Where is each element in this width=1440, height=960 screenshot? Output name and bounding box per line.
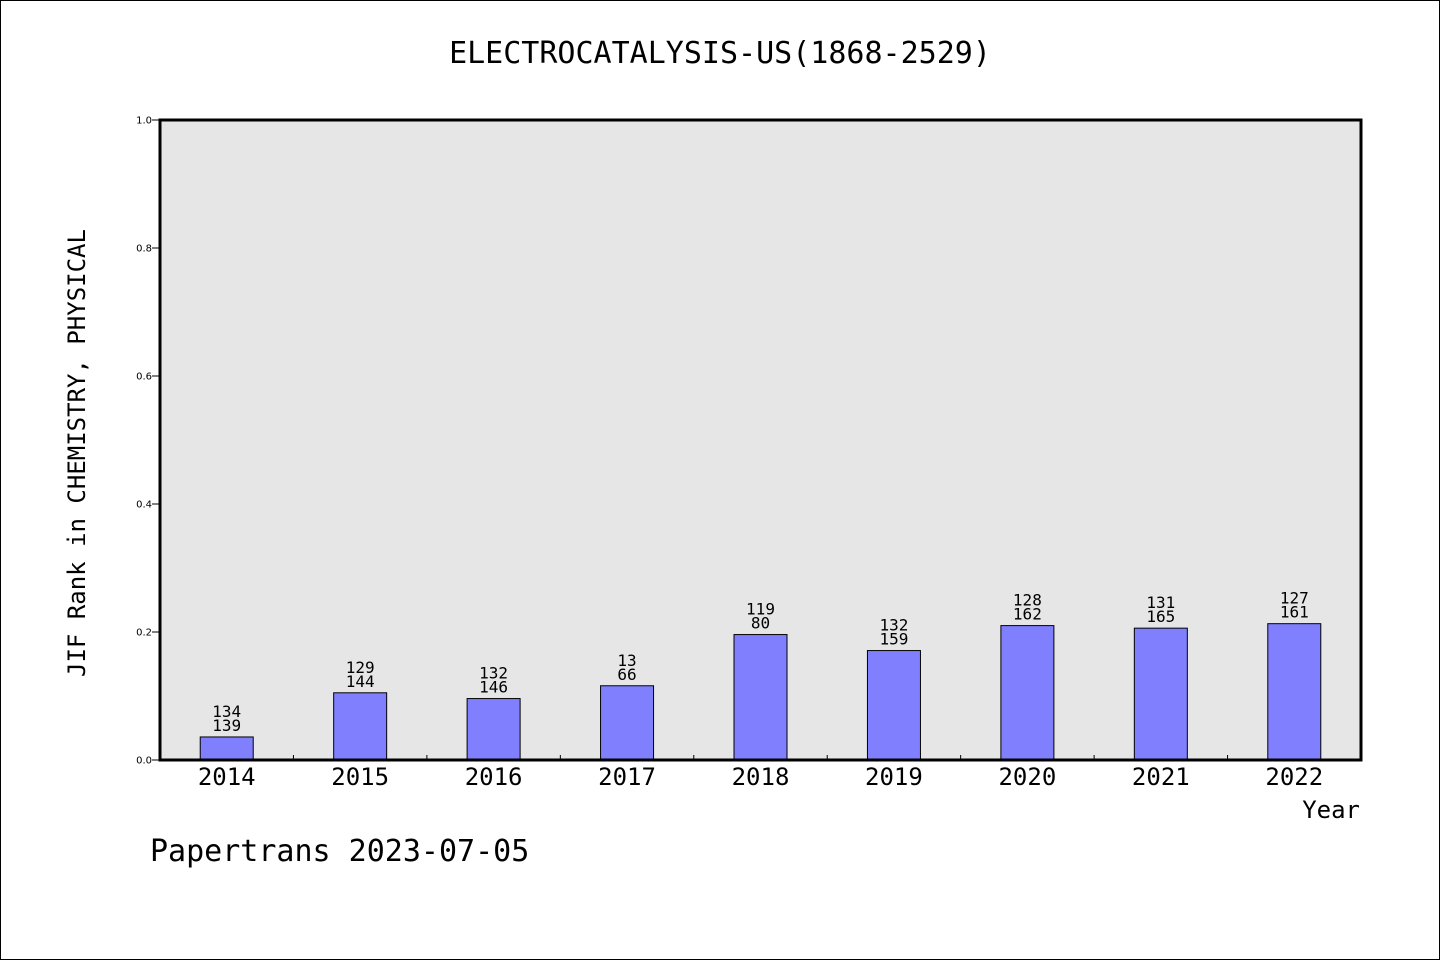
bar-2016 [466, 698, 521, 761]
bar-label-top: 132 [879, 616, 908, 635]
bar-label-top: 13 [617, 651, 636, 670]
bar-label-bottom: 162 [1013, 605, 1042, 624]
bar-2019 [866, 650, 921, 761]
x-tick-label: 2017 [598, 763, 656, 791]
y-tick-label: 1.0 [136, 116, 152, 127]
bar-label-top: 129 [346, 658, 375, 677]
footer-credit: Papertrans 2023-07-05 [150, 834, 530, 869]
y-tick-label: 0.0 [136, 756, 152, 767]
x-axis-label: Year [1302, 796, 1360, 824]
y-tick-label: 0.4 [136, 500, 152, 511]
bar-2020 [1000, 625, 1055, 761]
bar-label-bottom: 144 [346, 672, 375, 691]
bar-2015 [333, 692, 388, 761]
bar-label-bottom: 146 [479, 678, 508, 697]
bar-2018 [733, 634, 788, 761]
x-tick-label: 2014 [198, 763, 256, 791]
x-tick-label: 2016 [465, 763, 523, 791]
bar-label-bottom: 165 [1146, 607, 1175, 626]
x-tick-label: 2021 [1132, 763, 1190, 791]
bar-label-top: 119 [746, 600, 775, 619]
x-tick-label: 2020 [998, 763, 1056, 791]
x-tick-label: 2019 [865, 763, 923, 791]
bar-label-bottom: 161 [1280, 603, 1309, 622]
bar-label-bottom: 80 [751, 614, 770, 633]
plot-border [158, 118, 1363, 762]
x-tick-label: 2022 [1265, 763, 1323, 791]
y-tick-label: 0.8 [136, 244, 152, 255]
bar-label-bottom: 66 [617, 665, 636, 684]
bar-label-top: 134 [212, 702, 241, 721]
axis-ticks: 0.0 0.2 0.4 0.6 0.8 1.0 2014 2015 2016 2017 2018 20… [136, 116, 1323, 792]
bar-2017 [600, 685, 655, 761]
bar-label-top: 131 [1146, 593, 1175, 612]
y-tick-label: 0.2 [136, 628, 152, 639]
bar-label-top: 128 [1013, 591, 1042, 610]
y-tick-label: 0.6 [136, 372, 152, 383]
bar-label-top: 127 [1280, 589, 1309, 608]
bar-2022 [1267, 623, 1322, 761]
x-tick-label: 2018 [732, 763, 790, 791]
x-tick-label: 2015 [331, 763, 389, 791]
bar-label-bottom: 159 [879, 630, 908, 649]
bar-2021 [1133, 627, 1188, 761]
bar-2014 [199, 736, 254, 761]
bar-label-top: 132 [479, 664, 508, 683]
bar-label-bottom: 139 [212, 716, 241, 735]
chart-title: ELECTROCATALYSIS-US(1868-2529) [449, 36, 991, 71]
